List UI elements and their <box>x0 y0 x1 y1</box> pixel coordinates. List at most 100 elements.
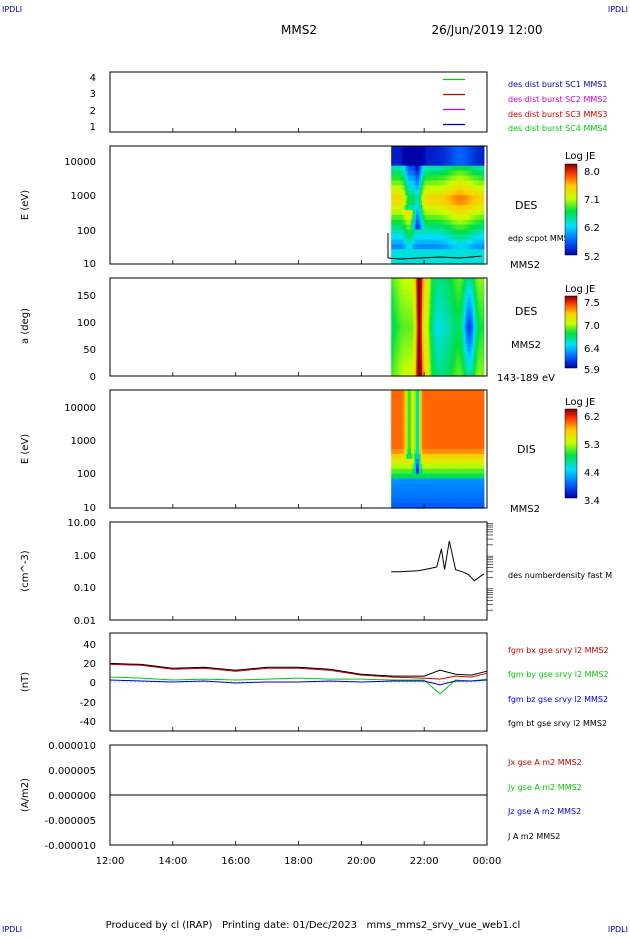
des-energy-cell <box>459 254 462 260</box>
des-energy-cell <box>454 155 457 162</box>
des-pitch-cell <box>451 343 454 349</box>
des-pitch-cell <box>439 343 442 349</box>
des-pitch-cell <box>451 314 454 320</box>
des-pitch-cell <box>440 310 443 316</box>
dis-energy-cell <box>440 453 443 460</box>
des-pitch-cell <box>456 278 459 283</box>
des-energy-cell <box>429 195 432 201</box>
des-energy-cell <box>406 190 409 196</box>
des-pitch-cell <box>468 367 471 373</box>
dis-energy-cell <box>391 419 394 426</box>
des-energy-cell <box>476 170 479 177</box>
des-energy-cell <box>429 146 432 152</box>
des-pitch-cell <box>405 347 408 353</box>
des-energy-cell <box>466 200 470 206</box>
des-energy-cell <box>431 214 434 221</box>
des-energy-cell <box>460 244 463 250</box>
des-energy-cell <box>405 155 408 162</box>
des-energy-cell <box>418 150 422 157</box>
dis-energy-cell <box>426 394 429 401</box>
dis-energy-cell <box>395 434 398 440</box>
des-pitch-cell <box>466 359 470 365</box>
dis-energy-cell <box>423 394 426 401</box>
des-pitch-cell <box>428 298 431 304</box>
dis-energy-cell <box>454 394 457 401</box>
des-energy-cell <box>477 244 480 250</box>
des-pitch-cell <box>400 298 403 304</box>
des-pitch-cell <box>440 286 443 291</box>
dis-energy-cell <box>426 439 429 445</box>
dis-energy-cell <box>482 444 485 450</box>
des-energy-cell <box>429 200 432 206</box>
des-energy-cell <box>403 254 406 260</box>
des-energy-cell <box>468 219 471 226</box>
dis-energy-cell <box>434 463 437 470</box>
des-energy-cell <box>394 254 397 260</box>
des-energy-cell <box>395 200 398 206</box>
des-energy-cell <box>392 185 395 191</box>
dis-energy-cell <box>400 503 403 509</box>
dis-energy-cell <box>411 463 414 470</box>
dis-energy-cell <box>446 390 449 396</box>
des-energy-cell <box>462 234 465 241</box>
dis-energy-cell <box>412 444 415 450</box>
dis-energy-cell <box>473 399 476 406</box>
des-pitch-cell <box>469 310 473 316</box>
des-energy-cell <box>401 254 405 260</box>
dis-energy-cell <box>394 434 397 440</box>
des-energy-cell <box>437 244 440 250</box>
dis-energy-cell <box>425 424 428 430</box>
des-energy-cell <box>412 160 415 167</box>
des-energy-cell <box>428 219 431 226</box>
des-energy-cell <box>477 229 480 236</box>
jx-legend: Jx gse A m2 MMS2 <box>507 758 582 767</box>
des-energy-cell <box>459 209 462 216</box>
des-pitch-cell <box>414 367 417 373</box>
des-pitch-cell <box>434 298 437 304</box>
des-energy-cell <box>474 175 477 182</box>
des-energy-cell <box>405 185 408 191</box>
dis-energy-cell <box>400 429 403 435</box>
dis-energy-cell <box>459 493 462 499</box>
des-pitch-cell <box>428 278 431 283</box>
dis-energy-cell <box>452 503 456 509</box>
des-energy-cell <box>423 170 426 177</box>
dis-energy-cell <box>391 394 394 401</box>
des-energy-cell <box>395 209 398 216</box>
des-pitch-cell <box>425 351 428 357</box>
dis-energy-cell <box>477 424 480 430</box>
des-energy-cell <box>452 160 456 167</box>
des-energy-cell <box>452 224 456 231</box>
dis-energy-cell <box>422 483 425 489</box>
des-pitch-cell <box>456 359 459 365</box>
des-pitch-cell <box>405 282 408 287</box>
des-energy-cell <box>411 155 414 162</box>
des-energy-cell <box>405 170 408 177</box>
des-pitch-cell <box>469 355 473 361</box>
des-pitch-cell <box>466 351 470 357</box>
des-pitch-cell <box>468 343 471 349</box>
des-energy-cell <box>412 259 415 265</box>
des-energy-cell <box>482 185 485 191</box>
dis-energy-cell <box>400 394 403 401</box>
des-energy-cell <box>408 150 411 157</box>
dis-energy-cell <box>431 449 434 455</box>
des-energy-cell <box>439 150 442 157</box>
des-pitch-cell <box>431 282 434 287</box>
des-pitch-cell <box>482 363 485 369</box>
dis-energy-cell <box>460 394 463 401</box>
des-pitch-cell <box>459 327 462 332</box>
des-energy-cell <box>440 209 443 216</box>
dis-energy-cell <box>463 409 466 416</box>
dis-energy-cell <box>443 404 446 411</box>
des-energy-cell <box>452 150 456 157</box>
dis-energy-cell <box>432 414 436 421</box>
des-pitch-cell <box>463 331 466 336</box>
dis-energy-cell <box>392 473 395 480</box>
des-energy-cell <box>443 170 446 177</box>
des-energy-cell <box>460 200 463 206</box>
des-energy-cell <box>454 219 457 226</box>
des-pitch-cell <box>446 322 449 328</box>
dis-energy-cell <box>462 458 465 465</box>
dis-energy-cell <box>463 399 466 406</box>
